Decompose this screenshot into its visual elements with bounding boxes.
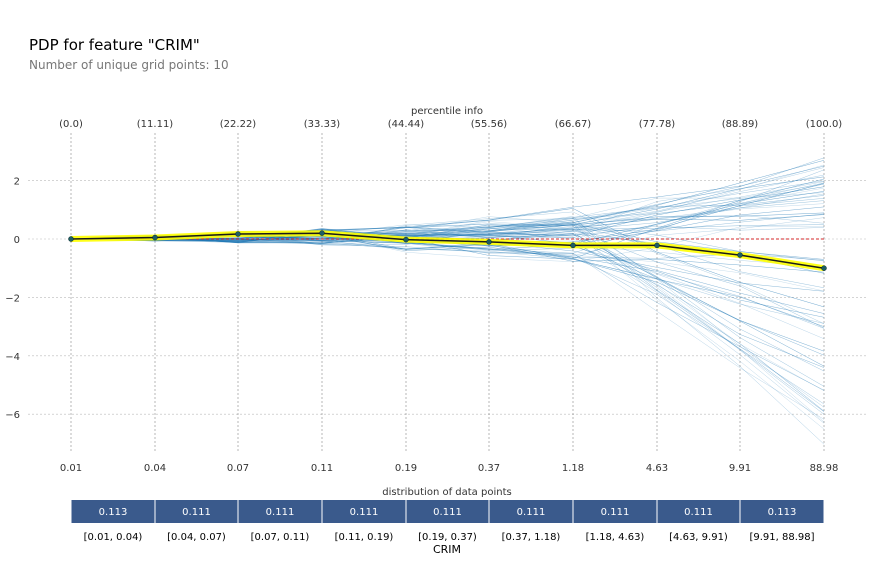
y-tick-label: 2 [14, 177, 20, 188]
distribution-range: [0.11, 0.19) [335, 532, 394, 543]
grid-point-label: 0.11 [311, 463, 333, 474]
grid-point-label: 0.37 [478, 463, 500, 474]
grid-point-label: 0.04 [144, 463, 166, 474]
distribution-value: 0.111 [517, 507, 546, 518]
ice-line [70, 213, 825, 243]
distribution-value: 0.111 [182, 507, 211, 518]
y-tick-label: −2 [5, 293, 20, 304]
grid-point-label: 1.18 [562, 463, 584, 474]
pdp-point [68, 236, 74, 242]
pdp-point [486, 239, 492, 245]
percentile-tick-label: (33.33) [304, 119, 341, 130]
pdp-point [403, 236, 409, 243]
pdp-point [737, 252, 743, 258]
percentile-tick-label: (22.22) [220, 119, 257, 130]
pdp-point [654, 242, 660, 249]
ice-line [70, 229, 825, 412]
ice-line [70, 195, 825, 242]
ice-line [70, 157, 825, 241]
distribution-bar [322, 500, 406, 523]
grid-point-label: 0.19 [395, 463, 417, 474]
distribution-label: distribution of data points [382, 487, 511, 498]
x-axis-label: CRIM [433, 543, 461, 556]
distribution-range: [0.07, 0.11) [251, 532, 310, 543]
percentile-tick-label: (100.0) [806, 119, 843, 130]
distribution-value: 0.111 [266, 507, 295, 518]
distribution-bar [573, 500, 657, 523]
distribution-bar [740, 500, 824, 523]
distribution-bar [155, 500, 238, 523]
distribution-range: [0.37, 1.18) [502, 532, 561, 543]
distribution-value: 0.113 [99, 507, 128, 518]
distribution-bar [489, 500, 573, 523]
distribution-range: [1.18, 4.63) [586, 532, 645, 543]
ice-line [70, 236, 825, 405]
percentile-tick-label: (44.44) [388, 119, 425, 130]
distribution-value: 0.111 [601, 507, 630, 518]
percentile-tick-label: (88.89) [722, 119, 759, 130]
chart-subtitle: Number of unique grid points: 10 [29, 58, 229, 72]
ice-line [70, 216, 825, 423]
percentile-tick-label: (77.78) [639, 119, 676, 130]
ice-line [70, 214, 825, 242]
grid-point-label: 88.98 [810, 463, 839, 474]
ice-line [70, 236, 825, 292]
distribution-range: [0.19, 0.37) [418, 532, 477, 543]
distribution-value: 0.111 [684, 507, 713, 518]
grid-point-label: 0.07 [227, 463, 249, 474]
ice-line [70, 234, 825, 391]
distribution-value: 0.113 [768, 507, 797, 518]
ice-line [70, 211, 825, 324]
distribution-bar [71, 500, 155, 523]
pdp-point [821, 265, 827, 271]
percentile-tick-label: (11.11) [137, 119, 174, 130]
ice-line [70, 233, 825, 327]
percentile-tick-label: (66.67) [555, 119, 592, 130]
pdp-point [152, 234, 158, 241]
distribution-range: [9.91, 88.98] [749, 532, 814, 543]
pdp-point [319, 230, 325, 236]
pdp-point [570, 242, 576, 249]
top-axis-label: percentile info [411, 106, 483, 117]
y-tick-label: −6 [5, 410, 20, 421]
distribution-value: 0.111 [433, 507, 462, 518]
distribution-value: 0.111 [350, 507, 379, 518]
chart-title: PDP for feature "CRIM" [29, 36, 200, 54]
y-tick-label: −4 [5, 352, 20, 363]
grid-point-label: 9.91 [729, 463, 751, 474]
grid-point-label: 4.63 [646, 463, 668, 474]
ice-line [70, 233, 825, 329]
distribution-bar [657, 500, 740, 523]
distribution-range: [0.01, 0.04) [84, 532, 143, 543]
distribution-range: [0.04, 0.07) [167, 532, 226, 543]
distribution-bar [238, 500, 322, 523]
percentile-tick-label: (0.0) [59, 119, 83, 130]
distribution-range: [4.63, 9.91) [669, 532, 728, 543]
pdp-point [235, 231, 241, 237]
ice-line [70, 180, 825, 242]
y-tick-label: 0 [14, 235, 20, 246]
percentile-tick-label: (55.56) [471, 119, 508, 130]
distribution-bar [406, 500, 489, 523]
grid-point-label: 0.01 [60, 463, 82, 474]
ice-line [70, 191, 825, 245]
pdp-line [70, 232, 825, 269]
